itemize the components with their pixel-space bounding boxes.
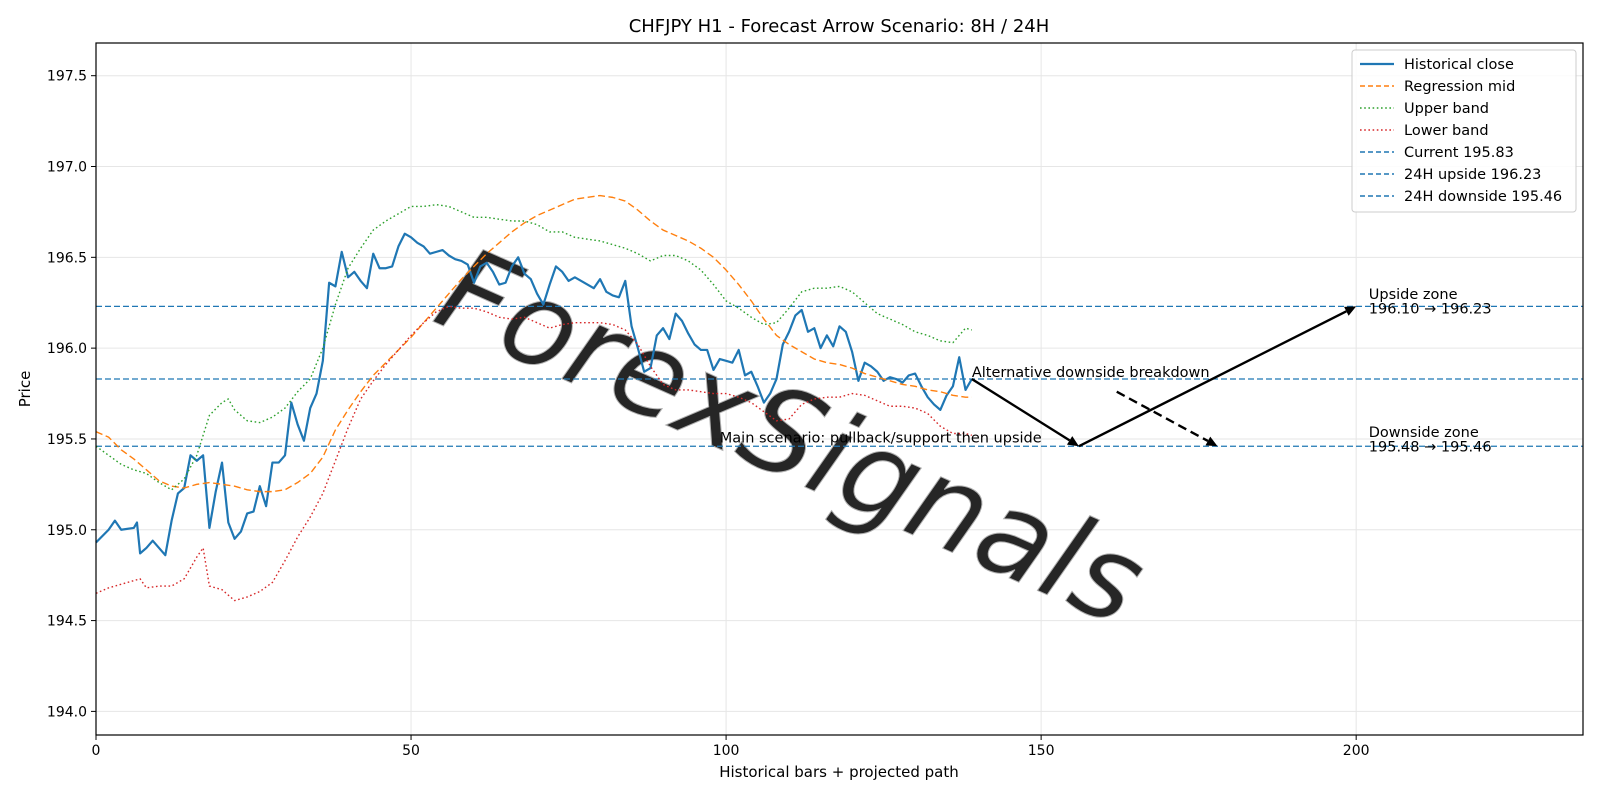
y-tick-label: 195.0 [47,523,87,539]
x-axis-label: Historical bars + projected path [719,763,959,781]
legend-label: Historical close [1404,57,1514,73]
series-group [95,194,973,602]
series-line [95,203,973,491]
chart-title: CHFJPY H1 - Forecast Arrow Scenario: 8H … [629,16,1050,37]
legend-label: Regression mid [1404,79,1515,95]
x-tick-label: 100 [713,743,740,759]
annotation-text: Upside zone [1369,287,1458,303]
y-tick-label: 196.5 [47,250,87,266]
plot-frame [95,42,1584,736]
x-tick-label: 50 [402,743,420,759]
legend: Historical close Regression mid Upper band… [1351,49,1577,213]
legend-label: 24H downside 195.46 [1404,189,1562,205]
arrows-group [971,306,1357,448]
y-axis-label: Price [16,371,34,408]
x-axis: 0 50 100 150 200 [92,735,1370,759]
series-line [95,232,973,557]
x-tick-label: 200 [1343,743,1370,759]
legend-label: Current 195.83 [1404,145,1514,161]
arrow-head [1066,436,1079,447]
annotation-text: 195.48 → 195.46 [1369,440,1492,456]
scenario-arrow [971,377,1071,442]
x-tick-label: 150 [1028,743,1055,759]
y-tick-label: 196.0 [47,341,87,357]
legend-label: Lower band [1404,123,1489,139]
legend-label: 24H upside 196.23 [1404,167,1541,183]
series-line [95,194,972,493]
y-tick-label: 195.5 [47,432,87,448]
y-tick-label: 197.0 [47,160,87,176]
arrow-head [1205,436,1218,447]
annotation-text: Alternative downside breakdown [972,365,1210,381]
scenario-arrow [1116,390,1209,443]
y-tick-label: 194.0 [47,704,87,720]
reference-lines [96,305,1583,447]
annotation-text: 196.10 → 196.23 [1369,302,1492,318]
x-tick-label: 0 [92,743,101,759]
scenario-arrow [1078,310,1347,448]
arrow-head [1344,306,1357,316]
series-line [95,305,973,602]
annotation-text: Main scenario: pullback/support then ups… [720,431,1042,447]
annotation-text: Downside zone [1369,425,1479,441]
y-tick-label: 194.5 [47,614,87,630]
legend-box [1351,49,1577,213]
y-axis: 194.0 194.5 195.0 195.5 196.0 196.5 197.0 197.5 [47,69,96,720]
annotations-group: Alternative downside breakdown Main scena… [720,287,1492,456]
legend-label: Upper band [1404,101,1489,117]
y-tick-label: 197.5 [47,69,87,85]
